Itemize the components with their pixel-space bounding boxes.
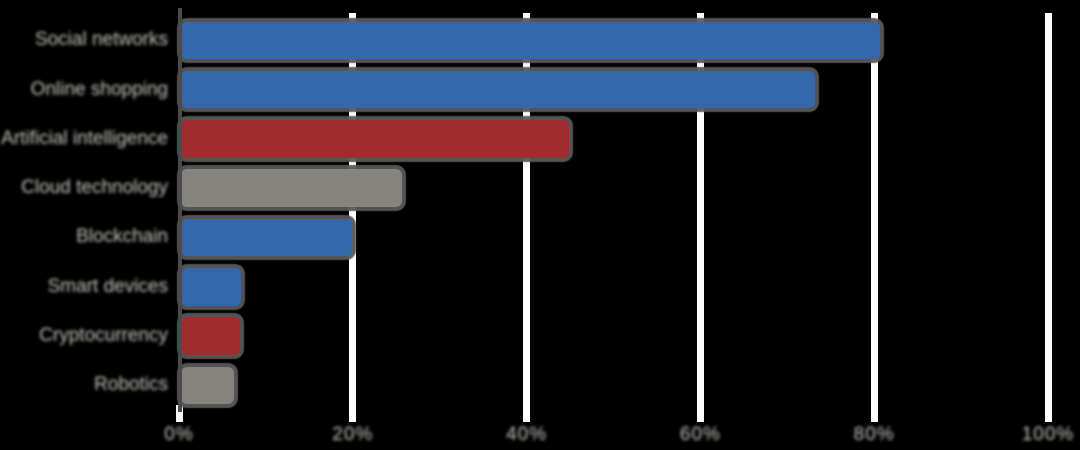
x-tick-label: 80% <box>853 424 895 445</box>
x-tick-label: 60% <box>679 424 721 445</box>
bar <box>181 21 880 59</box>
x-tick-label: 40% <box>506 424 548 445</box>
category-label: Online shopping <box>30 78 168 100</box>
category-label: Smart devices <box>47 275 168 297</box>
bar <box>181 366 234 405</box>
gridline <box>1044 13 1052 422</box>
category-label: Artificial intelligence <box>1 127 168 149</box>
bar <box>181 268 241 306</box>
category-label: Blockchain <box>76 226 168 248</box>
bar <box>181 70 815 109</box>
bar <box>181 317 241 355</box>
category-label: Cryptocurrency <box>39 325 168 347</box>
category-label: Cloud technology <box>21 177 168 199</box>
gridline <box>349 13 357 422</box>
y-axis-line <box>178 8 182 412</box>
category-label: Robotics <box>94 374 168 396</box>
x-tick-label: 100% <box>1021 424 1075 445</box>
bar <box>181 218 353 257</box>
gridline <box>870 13 878 422</box>
x-tick-label: 0% <box>164 424 194 445</box>
x-tick-mark <box>175 405 183 422</box>
x-tick-label: 20% <box>332 424 374 445</box>
gridline <box>523 13 531 422</box>
gridline <box>696 13 704 422</box>
category-label: Social networks <box>34 29 168 51</box>
bar <box>181 120 569 158</box>
bar <box>181 169 402 207</box>
